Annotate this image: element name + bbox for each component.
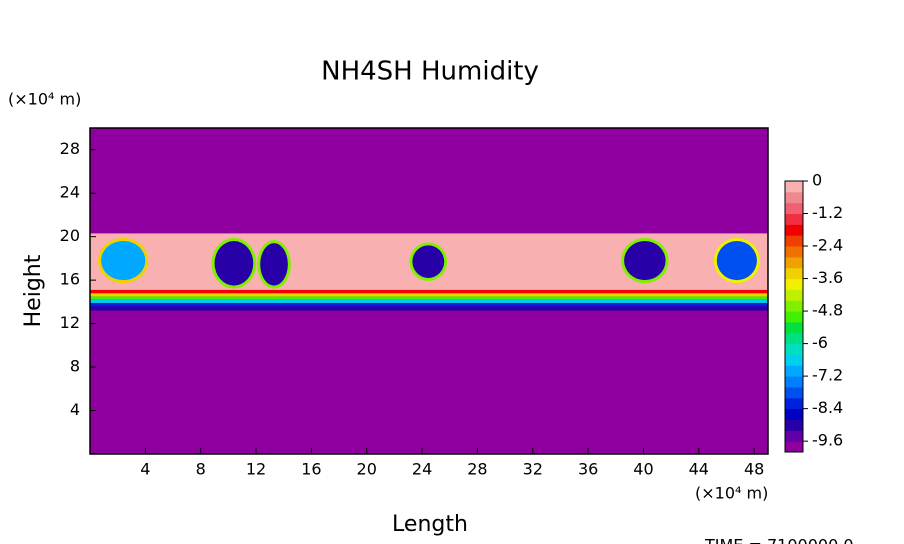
colorbar-level xyxy=(785,300,803,312)
colorbar-level xyxy=(785,376,803,388)
colorbar-tick-label: -9.6 xyxy=(812,431,843,450)
x-tick-label: 20 xyxy=(357,460,377,479)
x-tick-label: 28 xyxy=(467,460,487,479)
colorbar-level xyxy=(785,441,803,453)
y-tick-label: 20 xyxy=(60,226,80,245)
y-tick-label: 12 xyxy=(60,313,80,332)
colorbar-level xyxy=(785,430,803,442)
x-axis-label: Length xyxy=(392,512,468,537)
colorbar-level xyxy=(785,332,803,345)
field-layer xyxy=(90,306,768,311)
colorbar-tick-label: -3.6 xyxy=(812,268,843,287)
colorbar-tick-label: -4.8 xyxy=(812,301,843,320)
colorbar-level xyxy=(785,343,803,355)
pocket xyxy=(101,241,146,281)
pocket xyxy=(716,241,757,281)
colorbar-level xyxy=(785,365,803,377)
pocket xyxy=(214,241,254,286)
y-axis-label: Height xyxy=(21,254,46,327)
colorbar-tick-label: -1.2 xyxy=(812,203,843,222)
colorbar-tick-label: -6 xyxy=(812,333,828,352)
colorbar-tick-label: -2.4 xyxy=(812,236,843,255)
colorbar-level xyxy=(785,191,803,204)
x-tick-label: 40 xyxy=(633,460,653,479)
colorbar-level xyxy=(785,354,803,366)
colorbar-level xyxy=(785,202,803,215)
x-tick-label: 16 xyxy=(301,460,321,479)
colorbar-level xyxy=(785,321,803,334)
pocket xyxy=(260,243,288,286)
y-tick-label: 28 xyxy=(60,139,80,158)
colorbar-frame xyxy=(784,180,804,453)
x-tick-label: 44 xyxy=(689,460,709,479)
x-tick-label: 48 xyxy=(744,460,764,479)
colorbar-tick-label: -7.2 xyxy=(812,366,843,385)
colorbar-level xyxy=(785,267,803,280)
colorbar-level xyxy=(785,246,803,258)
colorbar-level xyxy=(785,224,803,236)
colorbar-level xyxy=(785,397,803,410)
colorbar-level xyxy=(785,386,803,399)
x-tick-label: 36 xyxy=(578,460,598,479)
colorbar-level xyxy=(785,408,803,420)
x-tick-label: 8 xyxy=(196,460,206,479)
y-tick-label: 24 xyxy=(60,183,80,202)
field-layer xyxy=(90,293,768,297)
colorbar-level xyxy=(785,213,803,225)
chart-title: NH4SH Humidity xyxy=(321,57,539,87)
colorbar-tick-label: -8.4 xyxy=(812,398,843,417)
colorbar-level xyxy=(785,181,803,193)
pocket xyxy=(624,241,666,281)
x-unit: (×10⁴ m) xyxy=(695,484,768,503)
y-tick-label: 16 xyxy=(60,270,80,289)
plot-frame xyxy=(89,127,769,455)
x-tick-label: 32 xyxy=(523,460,543,479)
y-tick-label: 4 xyxy=(70,400,80,419)
x-tick-label: 4 xyxy=(140,460,150,479)
colorbar: 0 -1.2 -2.4 -3.6 -4.8 -6 -7.2 -8.4 -9.6 xyxy=(784,171,843,453)
field-layer xyxy=(90,289,768,294)
colorbar-tick-label: 0 xyxy=(812,171,822,190)
x-tick-label: 12 xyxy=(246,460,266,479)
colorbar-level xyxy=(785,256,803,269)
colorbar-level xyxy=(785,419,803,431)
y-unit: (×10⁴ m) xyxy=(8,90,81,109)
footer: TIME = 7100000.0 xyxy=(704,536,854,544)
x-tick-label: 24 xyxy=(412,460,432,479)
colorbar-level xyxy=(785,235,803,247)
field-layer xyxy=(90,302,768,307)
field-layer xyxy=(90,296,768,300)
y-tick-label: 8 xyxy=(70,357,80,376)
colorbar-level xyxy=(785,311,803,323)
pocket xyxy=(412,245,445,278)
colorbar-level xyxy=(785,278,803,290)
colorbar-level xyxy=(785,289,803,301)
field-layer xyxy=(90,299,768,303)
